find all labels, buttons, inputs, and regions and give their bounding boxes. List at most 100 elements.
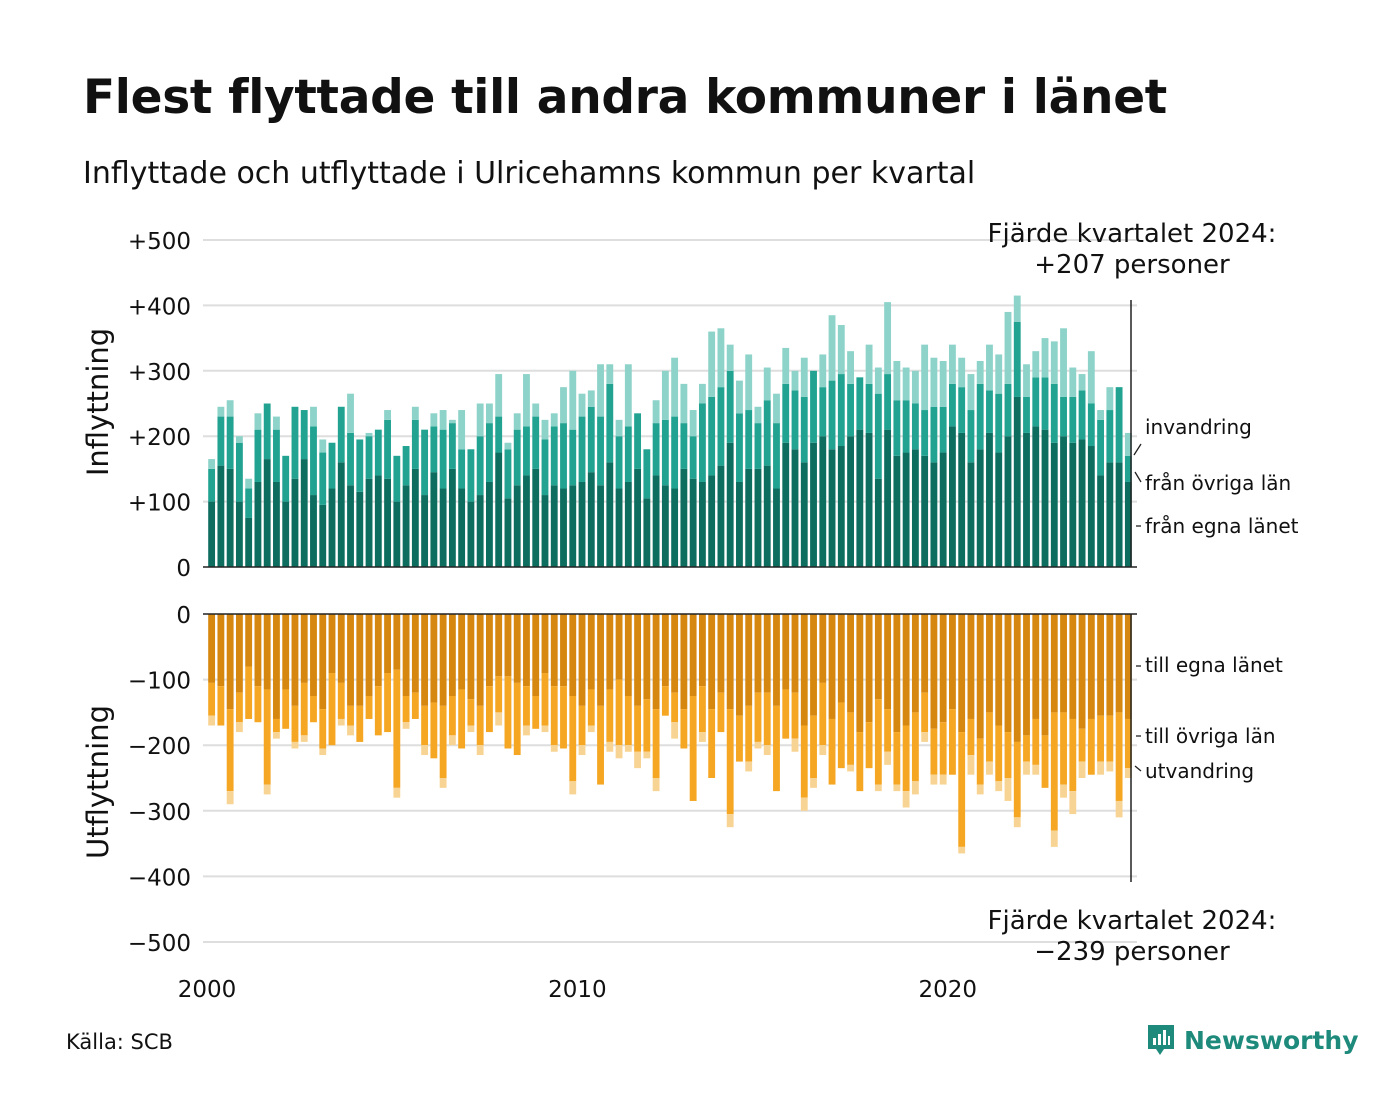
bar-immigration (726, 344, 734, 371)
bar-to-own-county (634, 614, 642, 706)
bar-from-other-counties (976, 383, 984, 450)
bar-emigration (263, 784, 271, 795)
bar-from-own-county (328, 488, 336, 567)
bar-from-other-counties (504, 449, 512, 499)
bar-immigration (384, 410, 391, 420)
inflow-axis-label: Inflyttning (81, 328, 115, 476)
bar-from-other-counties (615, 436, 623, 489)
bar-immigration (532, 403, 540, 417)
bar-to-other-counties (976, 738, 984, 785)
bar-from-own-county (976, 449, 984, 567)
bar-immigration (847, 351, 854, 384)
bar-to-other-counties (217, 686, 225, 726)
bar-emigration (921, 732, 929, 742)
bar-from-other-counties (967, 410, 975, 463)
bar-immigration (495, 374, 503, 417)
bar-from-own-county (745, 468, 753, 567)
bar-to-other-counties (717, 692, 725, 733)
bar-to-other-counties (995, 725, 1003, 782)
bar-from-own-county (736, 481, 743, 567)
bar-emigration (1004, 778, 1012, 801)
bar-to-own-county (976, 614, 984, 739)
bar-to-own-county (328, 614, 336, 674)
bar-from-own-county (837, 446, 845, 567)
bar-from-own-county (958, 432, 966, 567)
bar-from-other-counties (226, 416, 234, 469)
bar-from-own-county (856, 429, 864, 567)
bar-to-own-county (495, 614, 503, 677)
bar-to-other-counties (680, 709, 688, 749)
bar-to-other-counties (458, 689, 466, 749)
bar-immigration (745, 354, 753, 411)
bar-from-other-counties (1106, 410, 1114, 463)
bar-emigration (754, 741, 762, 749)
bar-emigration (967, 755, 975, 775)
bar-immigration (1106, 387, 1114, 411)
inflow-latest-annotation: Fjärde kvartalet 2024:+207 personer (988, 219, 1277, 280)
bar-from-other-counties (624, 426, 632, 482)
bar-to-other-counties (930, 728, 938, 775)
bar-emigration (671, 722, 679, 739)
bar-emigration (810, 778, 817, 788)
bar-immigration (1069, 367, 1077, 397)
bar-emigration (958, 846, 966, 854)
bar-to-own-county (847, 614, 854, 713)
bar-emigration (986, 761, 993, 775)
bar-to-other-counties (865, 722, 873, 769)
bar-from-own-county (652, 475, 660, 567)
bar-immigration (717, 328, 725, 388)
bar-immigration (1004, 311, 1012, 384)
bar-from-own-county (226, 468, 234, 567)
bar-immigration (911, 370, 919, 404)
bar-immigration (874, 367, 882, 394)
bar-immigration (986, 344, 993, 391)
bar-immigration (1124, 432, 1132, 456)
bar-immigration (661, 370, 669, 420)
bar-to-own-county (615, 614, 623, 680)
bar-from-own-county (754, 468, 762, 567)
bar-from-other-counties (717, 387, 725, 466)
bar-from-other-counties (235, 442, 243, 502)
bar-from-other-counties (939, 406, 947, 453)
bar-to-other-counties (810, 715, 817, 778)
bar-from-other-counties (532, 416, 540, 469)
bar-from-own-county (208, 501, 216, 567)
bar-from-own-county (921, 455, 929, 567)
bar-from-other-counties (300, 410, 308, 460)
bar-from-own-county (458, 488, 466, 567)
outflow-y-tick-label: −200 (128, 734, 191, 760)
bar-to-other-counties (448, 696, 456, 736)
bar-from-own-county (1106, 462, 1114, 567)
bar-from-own-county (1097, 475, 1105, 567)
label-utvandring: utvandring (1145, 759, 1254, 783)
bar-to-own-county (597, 614, 604, 706)
bar-to-other-counties (347, 705, 354, 726)
bar-to-own-county (374, 614, 382, 687)
bar-from-own-county (347, 485, 354, 567)
series-labels: invandring från övriga län från egna länet… (1133, 415, 1299, 783)
bar-from-other-counties (1097, 419, 1105, 476)
bar-to-own-county (569, 614, 577, 696)
bar-to-own-county (874, 614, 882, 700)
bar-from-own-county (708, 475, 716, 567)
bar-to-other-counties (523, 686, 530, 726)
bar-from-other-counties (319, 452, 327, 505)
bar-from-other-counties (791, 390, 799, 450)
bar-from-own-county (874, 478, 882, 567)
bar-from-other-counties (356, 439, 364, 492)
bar-from-other-counties (310, 426, 317, 496)
bar-immigration (902, 367, 910, 401)
x-tick-label: 2020 (919, 977, 978, 1003)
inflow-y-tick-label: +500 (128, 229, 191, 255)
bar-from-other-counties (1124, 455, 1132, 482)
bar-from-own-county (384, 478, 391, 567)
bar-emigration (884, 751, 892, 765)
bar-from-own-county (421, 495, 429, 567)
bar-to-own-county (365, 614, 373, 696)
bar-from-other-counties (217, 416, 225, 466)
bar-immigration (587, 390, 595, 407)
bar-from-other-counties (254, 429, 262, 482)
bar-to-own-county (1013, 614, 1021, 742)
bar-immigration (828, 315, 836, 381)
bar-to-own-county (680, 614, 688, 710)
